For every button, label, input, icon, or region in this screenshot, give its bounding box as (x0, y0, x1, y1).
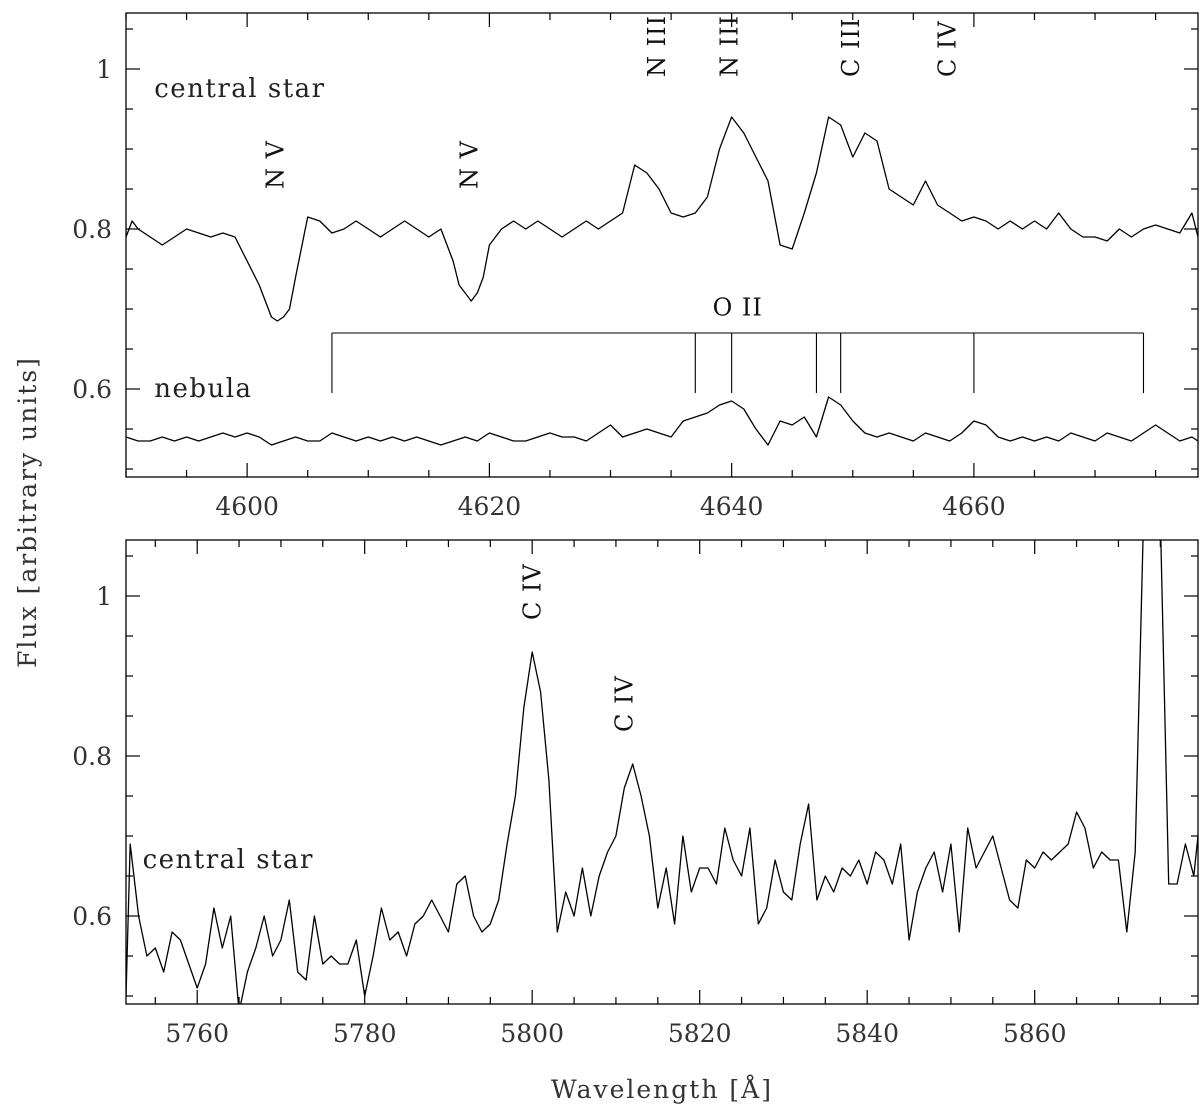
x-tick-label: 4660 (942, 492, 1006, 521)
bottom-panel: 5760 5780 5800 5820 5840 5860 0.6 0.8 1 central … (72, 539, 1199, 1048)
top-panel-frame (125, 12, 1199, 478)
x-tick-label: 4600 (215, 492, 279, 521)
top-panel-ticks (125, 13, 1198, 477)
line-id-label: N V (455, 140, 483, 189)
series-line-nebula (126, 396, 1198, 446)
top-panel: 4600 4620 4640 4660 0.6 0.8 1 O II central sta… (72, 12, 1199, 521)
oii-label: O II (713, 293, 763, 321)
x-tick-label: 4640 (700, 492, 764, 521)
bottom-panel-line-identifications: C IV C IV (519, 563, 639, 732)
series-line-central-star (126, 116, 1198, 322)
top-panel-tick-labels: 4600 4620 4640 4660 0.6 0.8 1 (72, 55, 1005, 521)
bottom-panel-ticks (126, 540, 1198, 1004)
oii-line-marker: O II (331, 293, 1145, 393)
y-tick-label: 0.6 (72, 902, 112, 931)
y-axis-label: Flux [arbitrary units] (13, 356, 42, 668)
x-axis-label: Wavelength [Å] (551, 1074, 773, 1104)
y-tick-label: 1 (96, 582, 112, 611)
bottom-panel-series (126, 540, 1198, 1004)
line-id-label: N III (643, 15, 671, 77)
series-annotation: central star (143, 845, 314, 875)
x-tick-label: 5820 (668, 1019, 732, 1048)
series-annotation: central star (154, 74, 325, 104)
y-tick-label: 0.8 (72, 742, 112, 771)
line-id-label: N III (716, 15, 744, 77)
x-tick-label: 4620 (458, 492, 522, 521)
top-panel-annotations: central star nebula (154, 74, 325, 404)
y-tick-label: 0.6 (72, 375, 112, 404)
line-id-label: N V (262, 140, 290, 189)
top-panel-line-identifications: N V N V N III N III C III C IV (262, 15, 962, 189)
bottom-panel-frame (125, 539, 1199, 1005)
line-id-label: C IV (611, 675, 639, 732)
line-id-label: C IV (519, 563, 547, 620)
series-annotation: nebula (154, 374, 252, 404)
line-id-label: C IV (934, 20, 962, 77)
y-tick-label: 0.8 (72, 215, 112, 244)
line-id-label: C III (837, 18, 865, 77)
top-panel-series (126, 116, 1198, 446)
y-tick-label: 1 (96, 55, 112, 84)
x-tick-label: 5840 (835, 1019, 899, 1048)
series-line-central-star (126, 540, 1198, 1004)
x-tick-label: 5760 (165, 1019, 229, 1048)
bottom-panel-tick-labels: 5760 5780 5800 5820 5840 5860 0.6 0.8 1 (72, 582, 1066, 1048)
x-tick-label: 5860 (1003, 1019, 1067, 1048)
bottom-panel-annotations: central star (143, 845, 314, 875)
x-tick-label: 5800 (500, 1019, 564, 1048)
x-tick-label: 5780 (333, 1019, 397, 1048)
